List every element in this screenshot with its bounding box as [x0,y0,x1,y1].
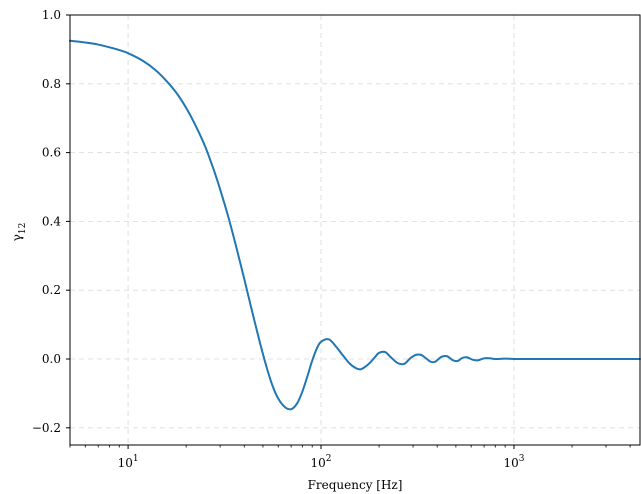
y-axis-label-sub: 12 [18,223,28,234]
ticks [66,14,631,449]
tick-labels: −0.2 0.0 0.2 0.4 0.6 0.8 1.0 101 102 103 [32,8,525,470]
y-tick-label: 0.6 [42,146,61,160]
grid [70,14,640,445]
series-layer [69,39,641,411]
y-tick-label: 0.4 [42,214,61,228]
y-tick-label: 0.2 [42,283,61,297]
y-axis-label-main: γ [10,234,24,241]
y-axis-label: γ12 [10,223,28,242]
y-tick-label: 0.0 [42,352,61,366]
x-tick-label: 101 [118,454,139,470]
x-tick-label: 103 [503,454,524,470]
series-line [69,39,641,411]
y-tick-label: 0.8 [42,77,61,91]
y-tick-label: −0.2 [32,421,61,435]
x-axis-label: Frequency [Hz] [308,478,403,492]
y-tick-label: 1.0 [42,8,61,22]
x-tick-label: 102 [311,454,332,470]
plot-frame [69,14,641,446]
